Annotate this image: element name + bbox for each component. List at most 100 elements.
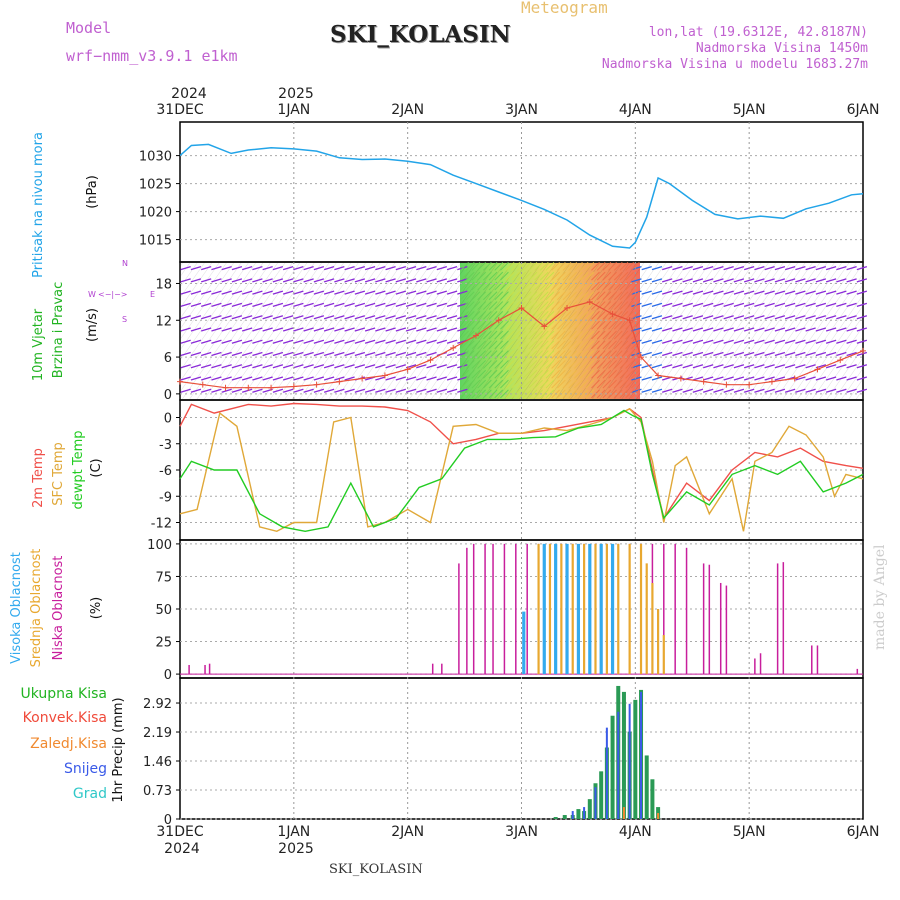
wind-barb xyxy=(511,350,521,359)
y-tick-label: 0 xyxy=(164,813,172,828)
precip-legend-total: Ukupna Kisa xyxy=(20,686,107,702)
wind-barb xyxy=(436,315,448,320)
wind-speed-marker xyxy=(791,375,798,382)
meteogram-label: Meteogram xyxy=(521,0,608,17)
wind-barb xyxy=(774,266,786,271)
wind-barb xyxy=(784,388,796,393)
wind-barb xyxy=(568,369,578,379)
wind-barb xyxy=(825,364,837,369)
y-tick-label: 0.73 xyxy=(143,784,172,799)
wind-barb xyxy=(241,315,253,320)
wind-barb xyxy=(517,311,526,320)
wind-barb xyxy=(613,271,623,281)
wind-barb xyxy=(465,320,475,330)
wind-speed-marker xyxy=(495,317,502,324)
wind-barb xyxy=(323,339,335,344)
wind-barb xyxy=(528,320,538,330)
wind-barb xyxy=(556,271,566,281)
model-elevation-text: Nadmorska Visina u modelu 1683.27m xyxy=(601,57,868,72)
wind-barb xyxy=(416,364,427,369)
wind-barb xyxy=(426,364,437,369)
wind-barb xyxy=(795,290,806,295)
wind-label-line1: 10m Vjetar xyxy=(31,308,46,381)
wind-barb xyxy=(528,261,538,271)
wind-barb xyxy=(784,364,796,369)
wind-barb xyxy=(545,350,555,359)
wind-speed-marker xyxy=(814,366,821,373)
wind-barb xyxy=(556,320,566,330)
total-precip-bar xyxy=(610,715,615,819)
wind-barb xyxy=(562,340,572,350)
snow-bar xyxy=(594,787,597,819)
wind-barb xyxy=(465,281,475,291)
wind-barb xyxy=(395,302,407,308)
wind-barb xyxy=(585,330,595,340)
wind-barb xyxy=(562,389,572,399)
wind-barb xyxy=(815,376,827,381)
wind-barb xyxy=(221,364,232,369)
wind-barb xyxy=(211,376,222,381)
wind-barb xyxy=(211,315,222,320)
wind-barb xyxy=(662,290,673,295)
top-day-label: 5JAN xyxy=(733,102,766,118)
wind-barb xyxy=(471,271,481,281)
wind-barb xyxy=(672,351,683,357)
wind-barb xyxy=(562,369,572,379)
wind-barb xyxy=(200,364,212,369)
wind-barb xyxy=(795,327,806,332)
wind-barb xyxy=(262,290,273,295)
wind-barb xyxy=(471,340,481,350)
wind-barb xyxy=(836,278,847,283)
wind-barb xyxy=(221,376,232,381)
wind-barb xyxy=(591,340,600,350)
wind-barb xyxy=(221,302,232,308)
wind-barb xyxy=(846,388,857,393)
wind-barb xyxy=(784,327,796,332)
wind-barb xyxy=(723,278,734,283)
wind-barb xyxy=(180,364,191,369)
wind-barb xyxy=(528,360,538,369)
wind-barb xyxy=(344,278,355,283)
wind-barb xyxy=(613,330,623,340)
wind-barb xyxy=(619,291,629,301)
wind-barb xyxy=(713,266,724,271)
wind-barb xyxy=(272,290,284,295)
wind-barb xyxy=(723,388,734,393)
wind-barb xyxy=(252,351,263,357)
wind-barb xyxy=(505,301,515,310)
cloud-label-line3: Niska Oblacnost xyxy=(51,556,66,661)
wind-barb xyxy=(682,315,693,320)
wind-barb xyxy=(602,271,612,281)
wind-barb xyxy=(805,278,816,283)
wind-barb xyxy=(713,278,724,283)
wind-barb xyxy=(190,351,202,357)
wind-barb xyxy=(494,330,504,340)
wind-barb xyxy=(733,351,745,357)
wind-barb xyxy=(562,291,572,301)
wind-barb xyxy=(591,320,600,330)
wind-barb xyxy=(846,266,857,271)
wind-barb xyxy=(562,330,572,340)
wind-barb xyxy=(494,301,504,310)
wind-barb xyxy=(846,339,857,344)
wind-barb xyxy=(477,320,487,330)
wind-barb xyxy=(446,351,458,357)
wind-barb xyxy=(534,379,543,389)
wind-speed-marker xyxy=(609,311,616,318)
wind-barb xyxy=(364,290,376,295)
wind-barb xyxy=(354,302,366,308)
wind-barb xyxy=(619,320,629,330)
wind-barb xyxy=(511,369,521,379)
wind-barb xyxy=(574,369,583,379)
wind-barb xyxy=(395,388,407,393)
wind-barb xyxy=(641,364,652,369)
wind-barb xyxy=(641,327,652,332)
wind-barb xyxy=(272,266,284,271)
wind-barb xyxy=(805,388,816,393)
wind-barb xyxy=(282,302,294,308)
bottom-day-label: 3JAN xyxy=(505,824,538,840)
wind-barb xyxy=(608,261,617,271)
wind-barb xyxy=(200,351,212,357)
wind-barb xyxy=(482,369,492,379)
wind-speed-marker xyxy=(586,298,593,305)
